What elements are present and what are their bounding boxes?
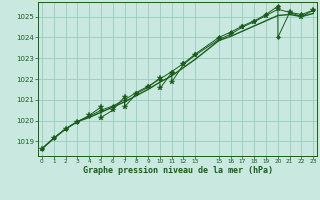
X-axis label: Graphe pression niveau de la mer (hPa): Graphe pression niveau de la mer (hPa) [83,166,273,175]
